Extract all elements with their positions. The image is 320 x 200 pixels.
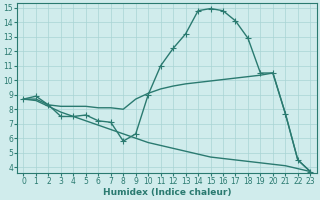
X-axis label: Humidex (Indice chaleur): Humidex (Indice chaleur) [103,188,231,197]
